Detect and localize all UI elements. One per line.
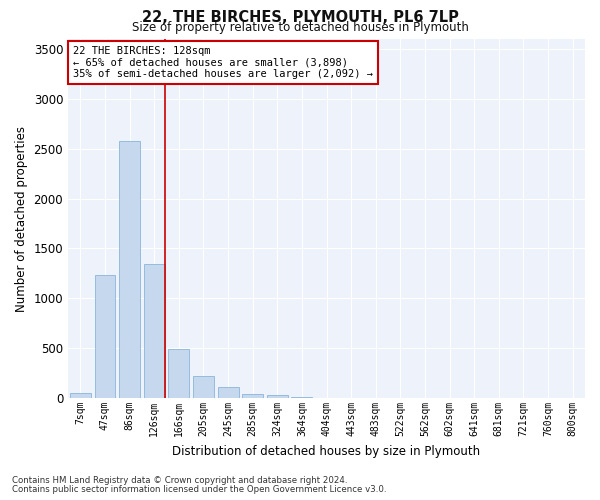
Bar xyxy=(169,350,189,398)
X-axis label: Distribution of detached houses by size in Plymouth: Distribution of detached houses by size … xyxy=(172,444,481,458)
Text: Contains HM Land Registry data © Crown copyright and database right 2024.: Contains HM Land Registry data © Crown c… xyxy=(12,476,347,485)
Bar xyxy=(267,396,288,398)
Text: Contains public sector information licensed under the Open Government Licence v3: Contains public sector information licen… xyxy=(12,485,386,494)
Bar xyxy=(193,376,214,398)
Bar xyxy=(242,394,263,398)
Text: 22 THE BIRCHES: 128sqm
← 65% of detached houses are smaller (3,898)
35% of semi-: 22 THE BIRCHES: 128sqm ← 65% of detached… xyxy=(73,46,373,79)
Y-axis label: Number of detached properties: Number of detached properties xyxy=(15,126,28,312)
Text: 22, THE BIRCHES, PLYMOUTH, PL6 7LP: 22, THE BIRCHES, PLYMOUTH, PL6 7LP xyxy=(142,10,458,25)
Bar xyxy=(119,141,140,398)
Bar xyxy=(144,264,164,398)
Bar xyxy=(95,276,115,398)
Bar xyxy=(70,393,91,398)
Bar xyxy=(218,387,239,398)
Bar xyxy=(292,397,313,398)
Text: Size of property relative to detached houses in Plymouth: Size of property relative to detached ho… xyxy=(131,21,469,34)
